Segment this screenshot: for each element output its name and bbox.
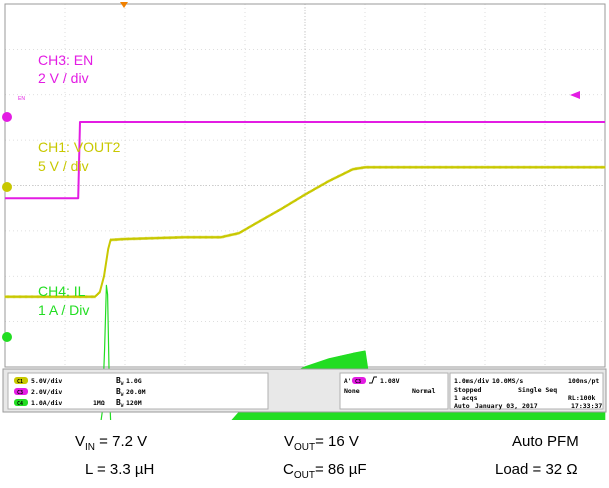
- cout-value: = 86 µF: [314, 461, 367, 478]
- resolution: 100ns/pt: [568, 377, 599, 385]
- trigger-position-marker: [120, 2, 128, 8]
- ch4-badge[interactable]: [14, 399, 28, 406]
- ch1-badge-text: C1: [17, 379, 23, 385]
- ch3-scale: 2.0V/div: [31, 388, 62, 396]
- ch1-bandwidth: 1.0G: [126, 377, 142, 385]
- ch1-bw-prefix: B: [116, 376, 121, 385]
- ch3-badge[interactable]: [14, 388, 28, 395]
- ch1-label: CH1: VOUT2: [38, 139, 121, 155]
- cout-symbol: C: [283, 461, 294, 478]
- ch4-bw-prefix: B: [116, 398, 121, 407]
- trigger-a-label: A': [344, 378, 351, 385]
- acquisition-panel: [449, 372, 604, 410]
- capture-time: 17:33:37: [571, 402, 602, 410]
- ch4-ground-marker: [2, 332, 12, 342]
- channel-annotations: CH3: EN 2 V / div EN CH1: VOUT2 5 V / di…: [18, 52, 121, 318]
- trigger-source-badge[interactable]: [352, 377, 366, 384]
- trigger-level-marker: [570, 91, 580, 99]
- ch3-bw-sub: W: [121, 392, 124, 397]
- cout-subscript: OUT: [293, 470, 315, 481]
- vout-label: VOUT= 16 V: [284, 433, 359, 453]
- ch4-label: CH4: IL: [38, 283, 86, 299]
- vout-symbol: V: [284, 433, 295, 450]
- ch1-scale-label: 5 V / div: [38, 158, 89, 174]
- ch1-bw-sub: W: [121, 381, 124, 386]
- ch1-ground-marker: [2, 182, 12, 192]
- record-length: RL:100k: [568, 394, 595, 402]
- vin-symbol: V: [75, 433, 86, 450]
- acquisition-count: 1 acqs: [454, 394, 478, 402]
- oscilloscope-screen: CH3: EN 2 V / div EN CH1: VOUT2 5 V / di…: [0, 0, 609, 420]
- vin-label: VIN = 7.2 V: [75, 433, 147, 453]
- vin-subscript: IN: [85, 442, 96, 453]
- ch3-bandwidth: 20.0M: [126, 388, 146, 396]
- ch3-en-marker-label: EN: [18, 96, 25, 102]
- ch3-trace: [5, 121, 605, 200]
- ch1-trace-noise: [4, 165, 606, 299]
- scope-background: [0, 0, 609, 420]
- rising-edge-icon: [369, 376, 377, 384]
- trigger-coupling: None: [344, 387, 360, 395]
- ch4-badge-text: C4: [17, 401, 23, 407]
- ch4-impedance: 1MΩ: [93, 399, 105, 407]
- run-state: Stopped: [454, 386, 481, 394]
- trigger-source-text: C3: [355, 379, 361, 385]
- ch4-scale: 1.0A/div: [31, 399, 62, 407]
- ch1-scale: 5.0V/div: [31, 377, 62, 385]
- trigger-mode: Normal: [412, 387, 436, 395]
- auto-label: Auto: [454, 402, 470, 410]
- capture-date: January 03, 2017: [475, 402, 538, 410]
- sequence-mode: Single Seq: [518, 386, 557, 394]
- load-label: Load = 32 Ω: [495, 461, 578, 478]
- ch3-badge-text: C3: [17, 390, 23, 396]
- vin-value: = 7.2 V: [95, 433, 148, 450]
- ch4-scale-label: 1 A / Div: [38, 302, 89, 318]
- inductance-label: L = 3.3 µH: [85, 461, 155, 478]
- ch1-badge[interactable]: [14, 377, 28, 384]
- ch3-scale-label: 2 V / div: [38, 70, 89, 86]
- channel-ground-markers: [2, 112, 12, 342]
- vout-value: = 16 V: [315, 433, 359, 450]
- cout-label: COUT= 86 µF: [283, 461, 367, 481]
- vertical-settings-panel: [7, 372, 269, 410]
- timebase: 1.0ms/div: [454, 377, 489, 385]
- trigger-level: 1.08V: [380, 377, 400, 385]
- ch4-bandwidth: 120M: [126, 399, 142, 407]
- ch3-label: CH3: EN: [38, 52, 93, 68]
- vout-subscript: OUT: [294, 442, 316, 453]
- status-bar: C1 5.0V/div B W 1.0G C3 2.0V/div B W 20.…: [2, 368, 607, 413]
- mode-label: Auto PFM: [512, 433, 579, 450]
- ch3-bw-prefix: B: [116, 387, 121, 396]
- ch3-ground-marker: [2, 112, 12, 122]
- ch4-bw-sub: W: [121, 403, 124, 408]
- sample-rate: 10.0MS/s: [492, 377, 523, 385]
